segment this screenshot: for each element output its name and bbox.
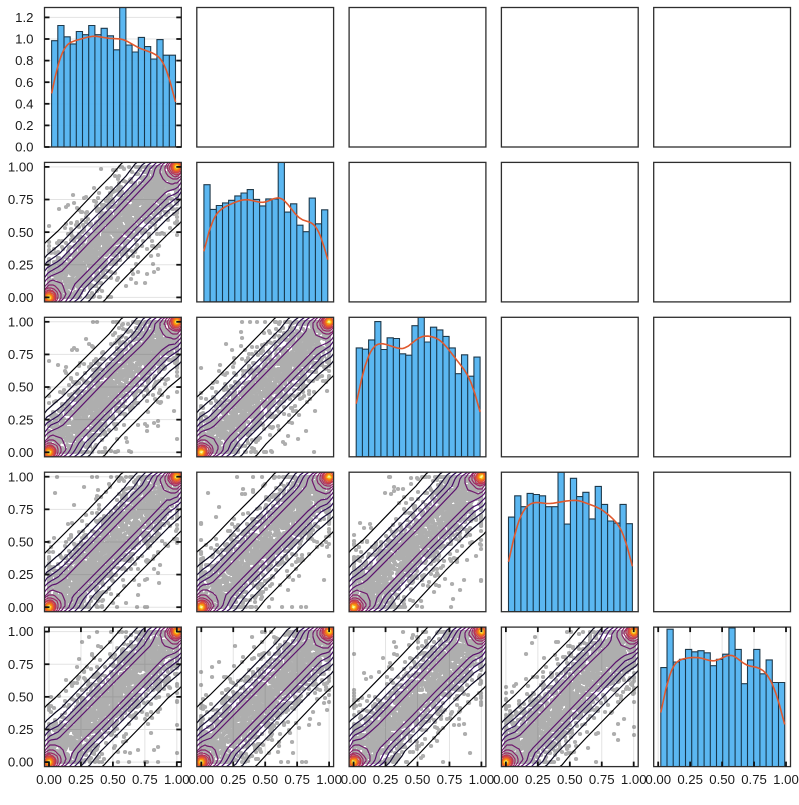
svg-text:0.0: 0.0 (15, 140, 33, 155)
svg-text:0.50: 0.50 (8, 380, 34, 395)
svg-text:0.00: 0.00 (8, 600, 34, 615)
svg-text:0.00: 0.00 (36, 772, 62, 787)
svg-text:0.50: 0.50 (8, 225, 34, 240)
svg-text:0.75: 0.75 (741, 772, 767, 787)
svg-text:0.75: 0.75 (8, 657, 34, 672)
svg-text:0.25: 0.25 (8, 257, 34, 272)
svg-text:0.25: 0.25 (525, 772, 551, 787)
svg-text:1.00: 1.00 (8, 314, 34, 329)
svg-text:1.00: 1.00 (8, 160, 34, 175)
svg-text:0.25: 0.25 (220, 772, 246, 787)
svg-text:1.00: 1.00 (469, 772, 495, 787)
svg-text:1.00: 1.00 (316, 772, 342, 787)
svg-text:0.25: 0.25 (8, 567, 34, 582)
svg-text:0.25: 0.25 (8, 722, 34, 737)
svg-text:0.00: 0.00 (8, 445, 34, 460)
svg-text:0.2: 0.2 (15, 118, 33, 133)
svg-text:0.75: 0.75 (284, 772, 310, 787)
svg-text:0.00: 0.00 (8, 290, 34, 305)
svg-text:0.00: 0.00 (188, 772, 214, 787)
svg-text:1.2: 1.2 (15, 10, 33, 25)
svg-text:1.0: 1.0 (15, 32, 33, 47)
svg-text:0.25: 0.25 (373, 772, 399, 787)
svg-text:0.50: 0.50 (252, 772, 278, 787)
svg-text:1.00: 1.00 (621, 772, 647, 787)
svg-text:0.50: 0.50 (100, 772, 126, 787)
svg-text:0.50: 0.50 (405, 772, 431, 787)
svg-text:0.00: 0.00 (8, 755, 34, 770)
svg-text:0.50: 0.50 (8, 689, 34, 704)
svg-text:0.75: 0.75 (8, 502, 34, 517)
svg-text:0.25: 0.25 (8, 412, 34, 427)
svg-text:0.25: 0.25 (68, 772, 94, 787)
svg-text:0.6: 0.6 (15, 75, 33, 90)
svg-text:0.75: 0.75 (8, 347, 34, 362)
svg-text:1.00: 1.00 (164, 772, 190, 787)
svg-text:1.00: 1.00 (8, 469, 34, 484)
svg-text:1.00: 1.00 (773, 772, 799, 787)
svg-text:0.75: 0.75 (132, 772, 158, 787)
svg-text:0.75: 0.75 (589, 772, 615, 787)
svg-text:0.50: 0.50 (8, 535, 34, 550)
svg-text:0.75: 0.75 (437, 772, 463, 787)
svg-text:0.4: 0.4 (15, 96, 33, 111)
svg-text:0.50: 0.50 (709, 772, 735, 787)
svg-text:0.50: 0.50 (557, 772, 583, 787)
svg-text:0.75: 0.75 (8, 192, 34, 207)
svg-text:1.00: 1.00 (8, 624, 34, 639)
svg-text:0.25: 0.25 (677, 772, 703, 787)
svg-text:0.00: 0.00 (493, 772, 519, 787)
svg-text:0.8: 0.8 (15, 53, 33, 68)
svg-text:0.00: 0.00 (645, 772, 671, 787)
svg-text:0.00: 0.00 (341, 772, 367, 787)
